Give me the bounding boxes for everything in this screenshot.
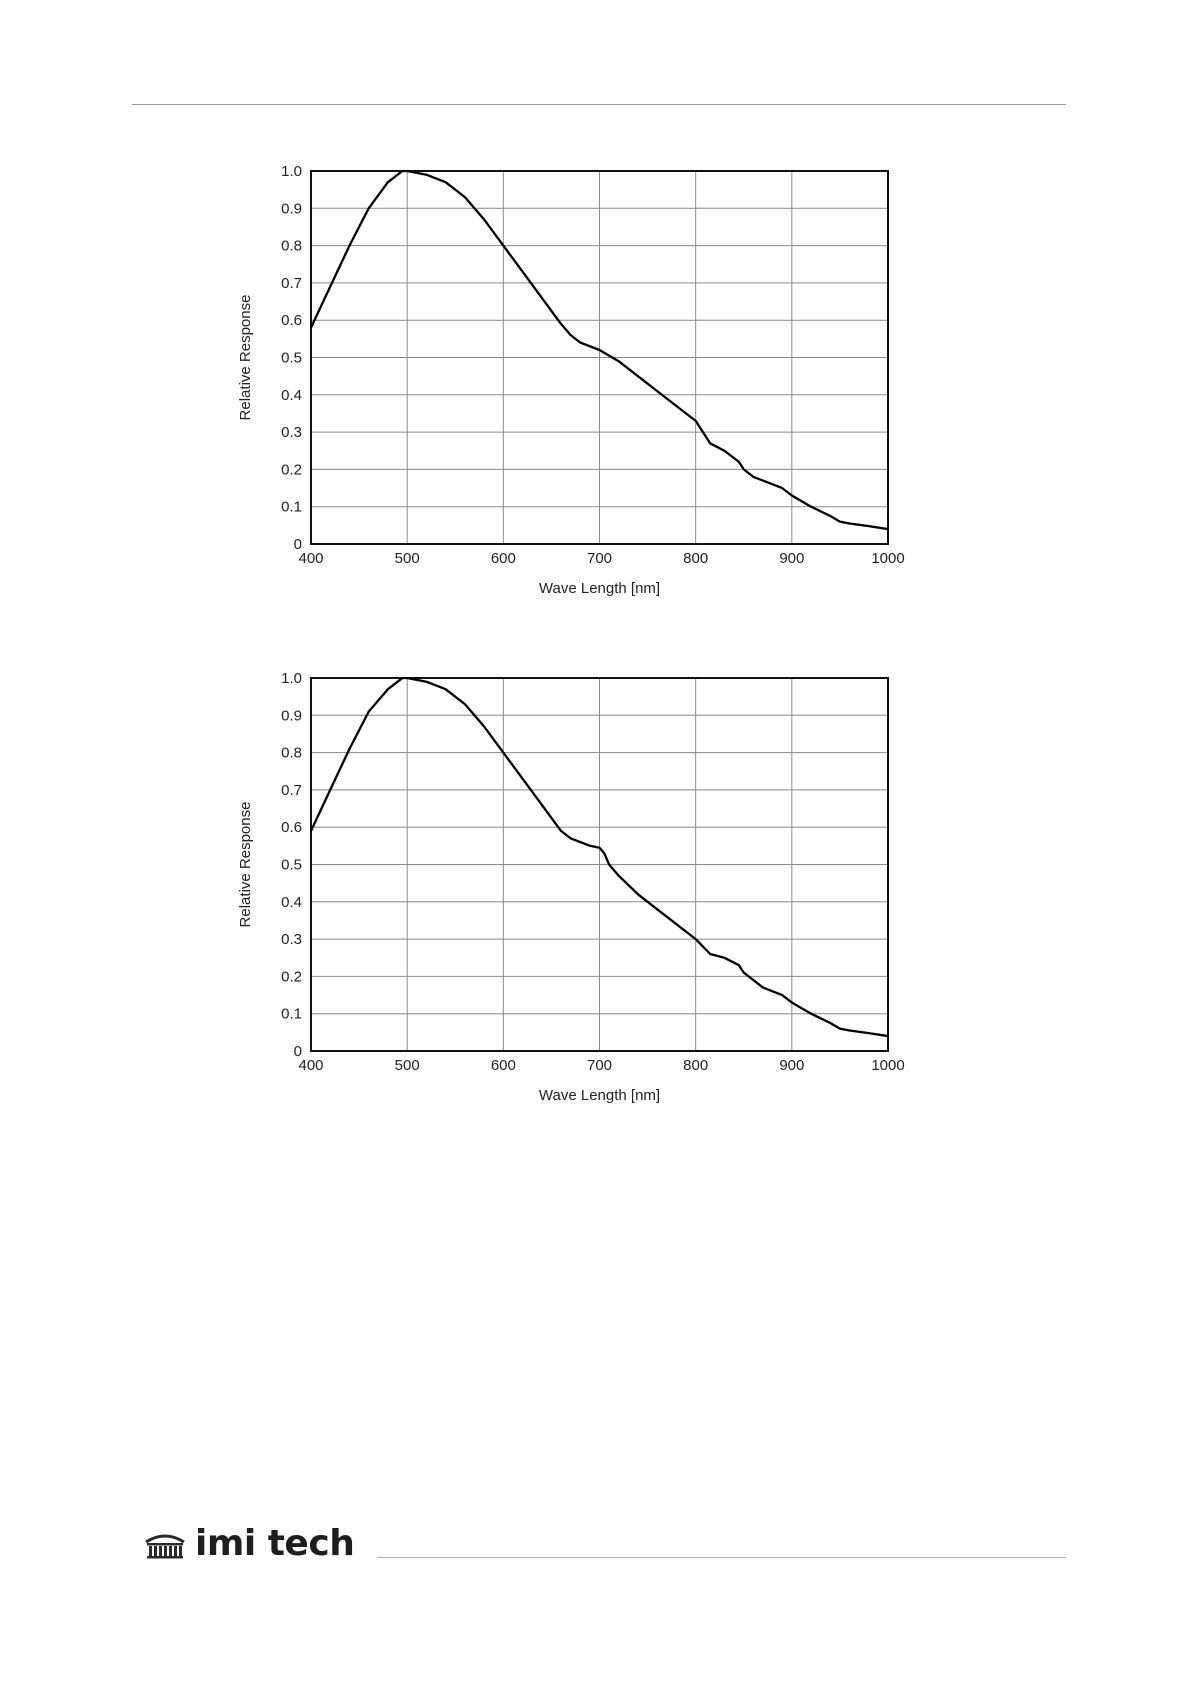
y-tick-label: 1.0: [281, 163, 302, 180]
logo-text: imi tech: [195, 1523, 355, 1564]
footer-logo: imi tech: [143, 1523, 355, 1564]
x-tick-label: 1000: [871, 550, 904, 567]
y-tick-label: 0: [294, 536, 302, 553]
y-tick-label: 0.2: [281, 968, 302, 985]
y-tick-label: 0.9: [281, 707, 302, 724]
y-tick-label: 0.4: [281, 894, 302, 911]
y-tick-label: 0.3: [281, 424, 302, 441]
y-tick-label: 0.5: [281, 350, 302, 367]
chart-svg-2: 400 500 600 700 800 900 1000 0 0.1 0.2 0.3 0.4 0.5 0.…: [237, 670, 905, 1104]
x-tick-label: 500: [395, 1057, 420, 1074]
y-tick-label: 0: [294, 1043, 302, 1060]
header-rule: [132, 104, 1066, 105]
y-axis-label: Relative Response: [237, 802, 254, 928]
x-tick-label: 400: [298, 550, 323, 567]
x-tick-label: 900: [779, 1057, 804, 1074]
imi-logo-icon: [145, 1534, 185, 1559]
plot-frame: [310, 170, 889, 545]
x-tick-label: 600: [491, 1057, 516, 1074]
x-tick-label: 1000: [871, 1057, 904, 1074]
y-tick-label: 0.1: [281, 1006, 302, 1023]
x-tick-label: 800: [683, 1057, 708, 1074]
y-tick-label: 0.5: [281, 857, 302, 874]
y-tick-label: 0.2: [281, 461, 302, 478]
x-tick-label: 400: [298, 1057, 323, 1074]
y-axis-label: Relative Response: [237, 295, 254, 421]
chart-spectral-response-2: 400 500 600 700 800 900 1000 0 0.1 0.2 0.3 0.4 0.5 0.…: [230, 665, 930, 1135]
x-axis-label: Wave Length [nm]: [539, 580, 660, 597]
x-tick-label: 500: [395, 550, 420, 567]
series-line: [311, 170, 888, 531]
chart-spectral-response-1: 400 500 600 700 800 900 1000 0 0.1 0.2 0.3 0.4 0.5 0.…: [230, 158, 930, 628]
x-axis-label: Wave Length [nm]: [539, 1087, 660, 1104]
x-tick-label: 600: [491, 550, 516, 567]
plot-frame: [310, 677, 889, 1052]
y-tick-label: 0.4: [281, 387, 302, 404]
footer-rule: [377, 1557, 1066, 1558]
chart-svg-1: 400 500 600 700 800 900 1000 0 0.1 0.2 0.3 0.4 0.5 0.…: [237, 163, 905, 597]
x-tick-label: 900: [779, 550, 804, 567]
series-line: [311, 677, 888, 1038]
y-tick-label: 0.1: [281, 499, 302, 516]
y-tick-label: 0.7: [281, 275, 302, 292]
y-tick-label: 0.7: [281, 782, 302, 799]
y-tick-label: 0.9: [281, 200, 302, 217]
x-tick-label: 800: [683, 550, 708, 567]
y-tick-label: 0.6: [281, 819, 302, 836]
y-tick-label: 0.8: [281, 745, 302, 762]
y-tick-label: 1.0: [281, 670, 302, 687]
y-tick-label: 0.3: [281, 931, 302, 948]
y-tick-label: 0.8: [281, 238, 302, 255]
y-tick-label: 0.6: [281, 312, 302, 329]
x-tick-label: 700: [587, 550, 612, 567]
x-tick-label: 700: [587, 1057, 612, 1074]
